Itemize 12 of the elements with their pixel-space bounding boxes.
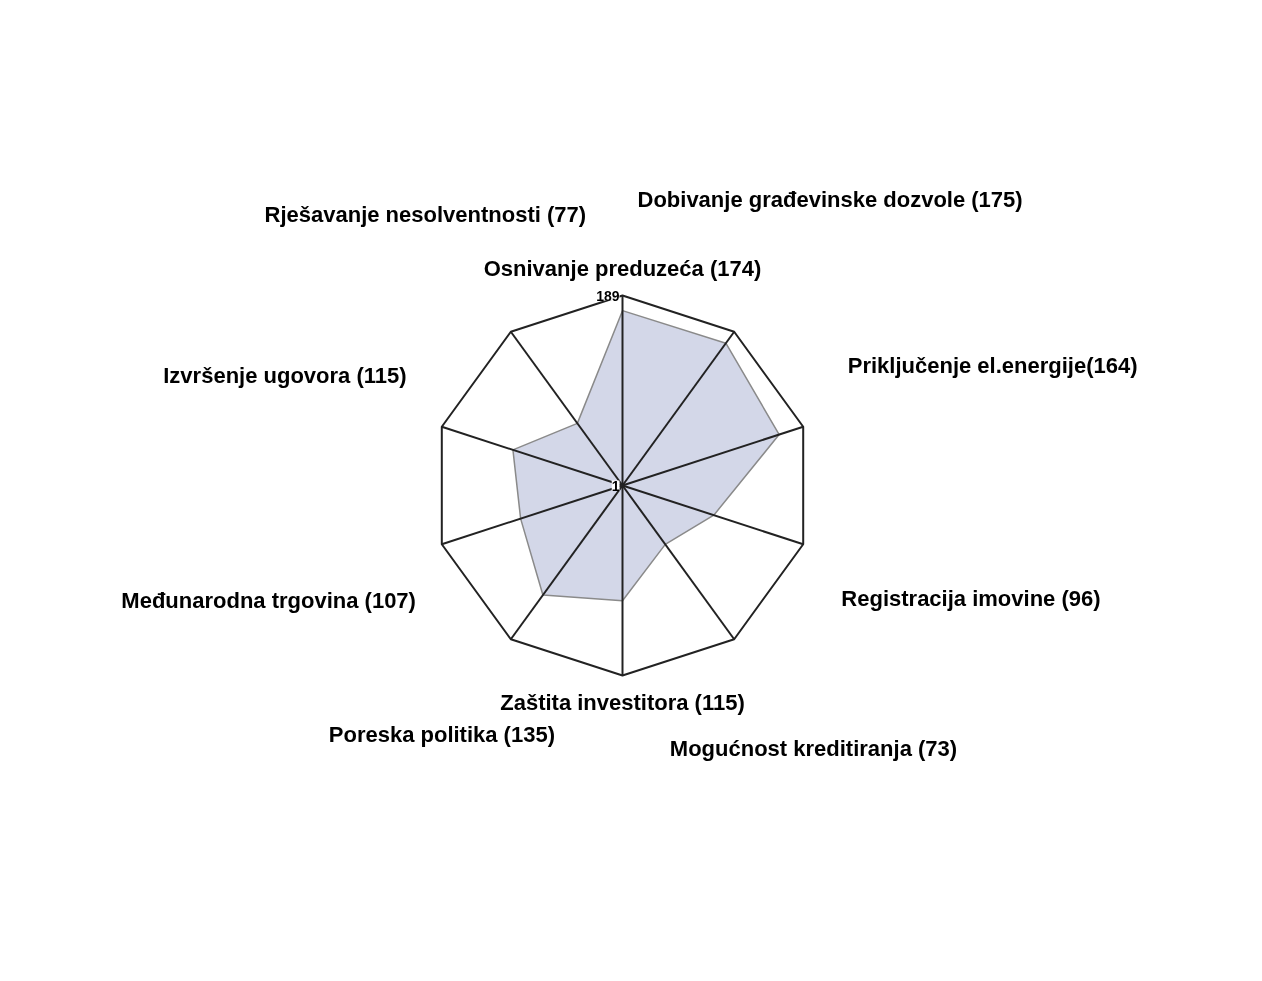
spoke-label: Mogućnost kreditiranja (73) bbox=[669, 735, 958, 761]
spoke-label: Dobivanje građevinske dozvole (175) bbox=[637, 187, 1023, 213]
spoke-label: Osnivanje preduzeća (174) bbox=[483, 256, 762, 281]
y-tick-label: 1 bbox=[611, 477, 620, 494]
spoke-label: Priključenje el.energije(164) bbox=[847, 352, 1138, 378]
spoke-label: Zaštita investitora (115) bbox=[500, 690, 745, 715]
spoke-label: Rješavanje nesolventnosti (77) bbox=[264, 201, 587, 227]
spoke-label: Registracija imovine (96) bbox=[841, 586, 1101, 612]
spoke-label: Poreska politika (135) bbox=[328, 721, 555, 747]
spoke-label: Međunarodna trgovina (107) bbox=[121, 587, 416, 613]
spoke-label: Izvršenje ugovora (115) bbox=[163, 363, 407, 389]
y-tick-label: 189 bbox=[596, 287, 620, 304]
